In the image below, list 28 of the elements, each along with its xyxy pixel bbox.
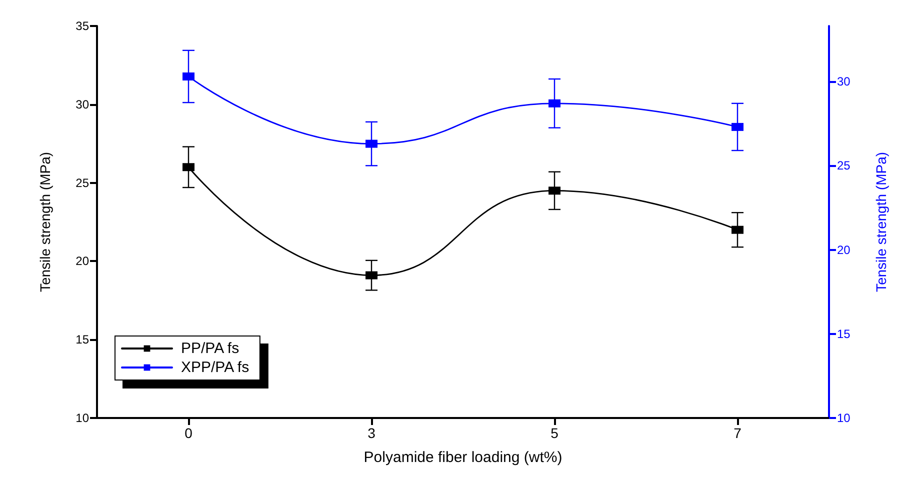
y-tick-label: 10: [76, 411, 90, 425]
y2-tick-label: 25: [837, 158, 851, 173]
y2-tick-label: 30: [837, 74, 851, 89]
y-axis-title: Tensile strength (MPa): [37, 152, 53, 292]
y-tick-label: 30: [76, 97, 90, 112]
x-tick-label: 5: [550, 425, 559, 441]
y-tick-label: 15: [76, 332, 90, 347]
x-axis-title: Polyamide fiber loading (wt%): [364, 449, 562, 466]
point: [182, 72, 194, 80]
x-tick-label: 7: [734, 425, 742, 441]
point: [366, 271, 378, 280]
y-tick-label: 20: [76, 254, 90, 268]
point: [548, 186, 560, 195]
point: [182, 163, 194, 172]
y-tick-label: 25: [76, 176, 90, 190]
point: [548, 99, 560, 108]
x-tick-label: 0: [184, 425, 193, 441]
y2-tick-label: 20: [837, 242, 851, 257]
y2-tick-label: 10: [837, 411, 851, 425]
point: [732, 226, 744, 234]
point: [366, 140, 378, 148]
y-tick-label: 35: [76, 19, 90, 33]
legend-label: XPP/PA fs: [181, 359, 250, 376]
y2-tick-label: 15: [837, 326, 851, 341]
legend-label: PP/PA fs: [181, 340, 240, 357]
x-tick-label: 3: [368, 425, 376, 441]
point: [732, 122, 744, 131]
y2-axis-title: Tensile strength (MPa): [873, 152, 889, 292]
